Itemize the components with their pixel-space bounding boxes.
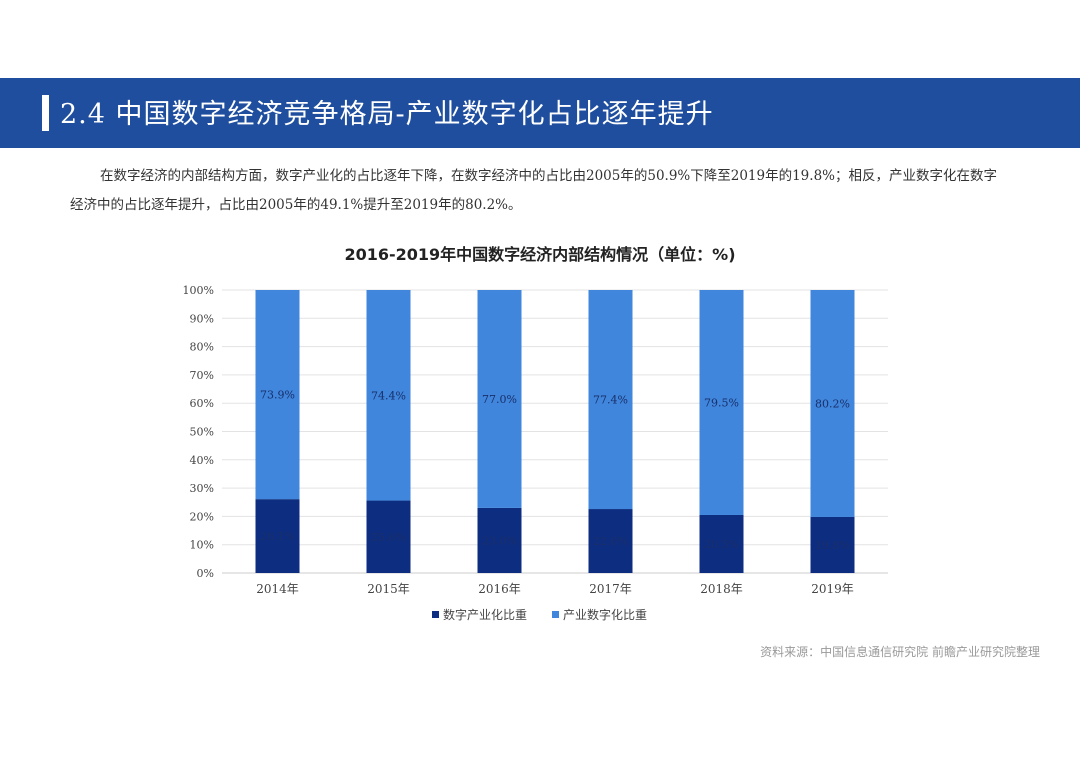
- chart-title: 2016-2019年中国数字经济内部结构情况（单位：%): [344, 245, 736, 264]
- data-label: 26.1%: [260, 530, 295, 543]
- bar-digital-industrialization: [477, 507, 522, 573]
- legend-swatch: [432, 611, 439, 618]
- y-tick-label: 100%: [183, 284, 214, 297]
- y-tick-label: 90%: [190, 312, 214, 325]
- x-tick-label: 2016年: [478, 582, 521, 596]
- data-label: 80.2%: [815, 397, 850, 410]
- header-accent-bar: [42, 95, 49, 131]
- intro-paragraph: 在数字经济的内部结构方面，数字产业化的占比逐年下降，在数字经济中的占比由2005…: [70, 168, 997, 213]
- y-tick-label: 0%: [197, 567, 214, 580]
- bar-industrial-digitalization: [255, 290, 300, 500]
- x-tick-label: 2015年: [367, 582, 410, 596]
- data-label: 23.0%: [482, 534, 517, 547]
- legend-label: 数字产业化比重: [443, 607, 527, 622]
- section-title: 2.4 中国数字经济竞争格局-产业数字化占比逐年提升: [60, 99, 714, 130]
- y-tick-label: 80%: [190, 341, 214, 354]
- bar-digital-industrialization: [255, 499, 300, 573]
- section-header: 2.4 中国数字经济竞争格局-产业数字化占比逐年提升: [0, 78, 1080, 148]
- x-tick-label: 2017年: [589, 582, 632, 596]
- data-label: 22.6%: [593, 535, 628, 548]
- bar-industrial-digitalization: [588, 290, 633, 510]
- bar-industrial-digitalization: [366, 290, 411, 501]
- y-tick-label: 20%: [190, 510, 214, 523]
- bar-industrial-digitalization: [699, 290, 744, 515]
- x-tick-label: 2014年: [256, 582, 299, 596]
- data-label: 20.5%: [704, 538, 739, 551]
- bar-digital-industrialization: [588, 509, 633, 573]
- x-tick-label: 2018年: [700, 582, 743, 596]
- y-tick-label: 50%: [190, 426, 214, 439]
- y-tick-label: 70%: [190, 369, 214, 382]
- data-label: 25.6%: [371, 531, 406, 544]
- bar-industrial-digitalization: [810, 290, 855, 517]
- bar-digital-industrialization: [699, 514, 744, 573]
- data-label: 77.0%: [482, 393, 517, 406]
- data-label: 73.9%: [260, 389, 295, 402]
- y-tick-label: 60%: [190, 397, 214, 410]
- legend-swatch: [552, 611, 559, 618]
- bar-digital-industrialization: [366, 500, 411, 573]
- bar-digital-industrialization: [810, 516, 855, 573]
- data-label: 74.4%: [371, 389, 406, 402]
- data-label: 77.4%: [593, 394, 628, 407]
- y-tick-label: 40%: [190, 454, 214, 467]
- bar-industrial-digitalization: [477, 290, 522, 508]
- source-note: 资料来源：中国信息通信研究院 前瞻产业研究院整理: [760, 645, 1040, 659]
- data-label: 79.5%: [704, 396, 739, 409]
- y-tick-label: 10%: [190, 539, 214, 552]
- x-tick-label: 2019年: [811, 582, 854, 596]
- legend-label: 产业数字化比重: [563, 607, 647, 622]
- y-tick-label: 30%: [190, 482, 214, 495]
- data-label: 19.8%: [815, 539, 850, 552]
